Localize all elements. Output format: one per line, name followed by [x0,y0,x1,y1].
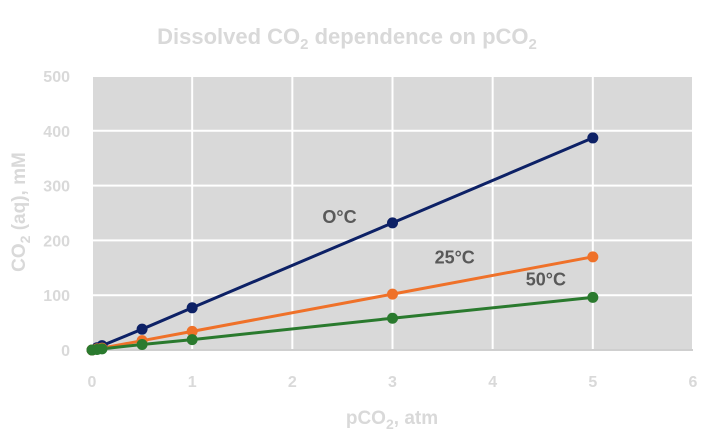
tick-labels: 0 100 200 300 400 500 0 1 2 3 4 5 6 [43,69,697,391]
y-tick-label: 100 [43,288,70,305]
data-point [186,334,198,346]
series-label: O°C [322,207,356,227]
chart-title: Dissolved CO2 dependence on pCO2 [157,24,537,53]
series-label: 50°C [526,269,566,289]
data-point [96,343,108,355]
data-point [186,325,198,337]
series-points [86,132,599,356]
x-axis-label: pCO2, atm [346,408,438,432]
x-tick-label: 3 [388,374,397,391]
y-tick-label: 0 [61,343,70,360]
data-point [136,323,148,335]
series-label: 25°C [435,247,475,267]
y-tick-label: 500 [43,69,70,86]
y-axis-label: CO2 (aq), mM [9,152,33,272]
data-point [587,291,599,303]
data-point [186,302,198,314]
x-tick-label: 4 [488,374,497,391]
x-tick-label: 5 [588,374,597,391]
data-point [387,312,398,324]
series-labels: O°C 25°C 50°C [322,207,566,289]
data-point [587,132,599,144]
data-point [136,339,148,351]
data-point [387,217,398,229]
y-tick-label: 400 [43,124,70,141]
data-point [387,288,398,300]
x-tick-label: 2 [288,374,297,391]
x-tick-label: 0 [88,374,97,391]
y-tick-label: 200 [43,233,70,250]
x-tick-label: 1 [188,374,197,391]
data-point [587,251,599,263]
y-tick-label: 300 [43,179,70,196]
x-tick-label: 6 [689,374,698,391]
